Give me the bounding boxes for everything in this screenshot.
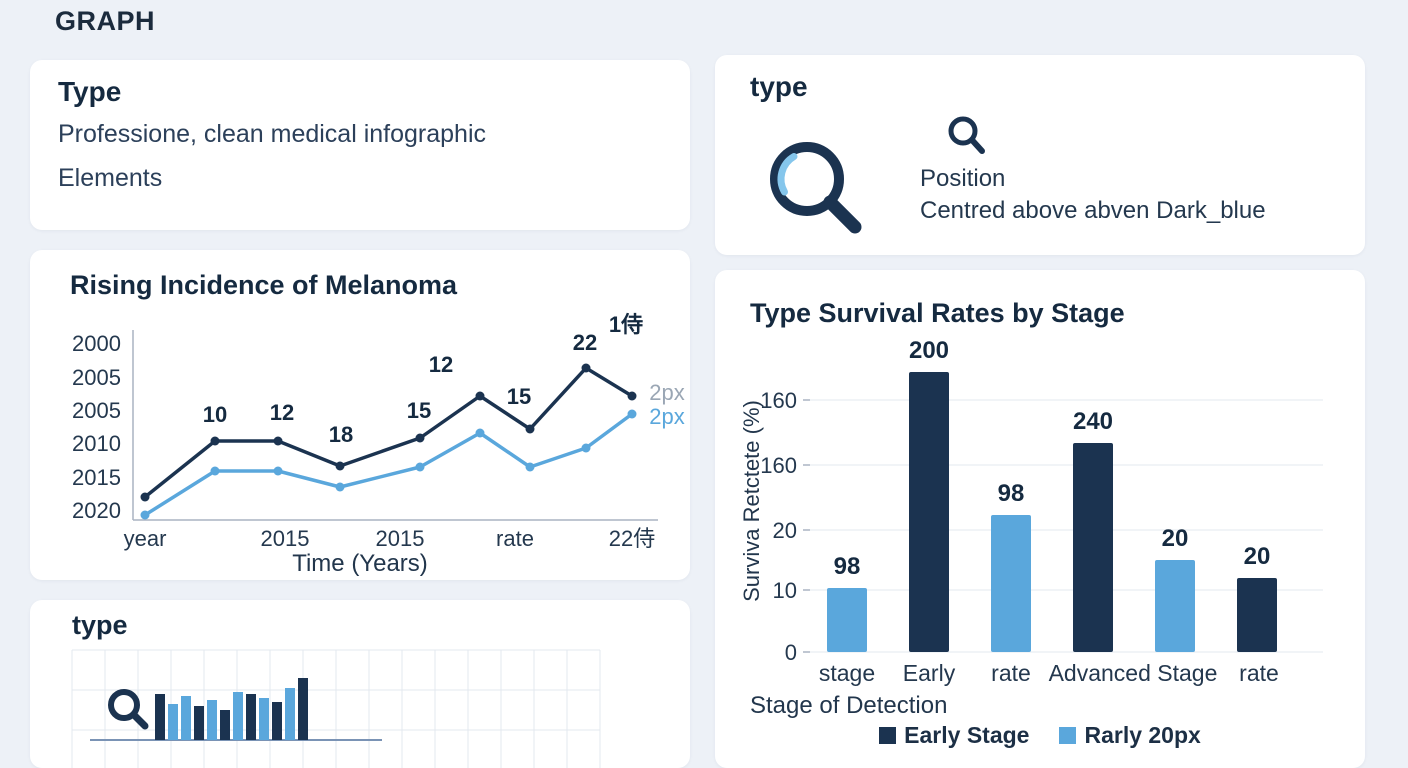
svg-text:2px: 2px xyxy=(649,380,684,405)
legend-item: Rarly 20px xyxy=(1059,722,1201,749)
mini-bar-chart xyxy=(71,649,601,768)
svg-text:15: 15 xyxy=(407,398,431,423)
svg-text:22: 22 xyxy=(573,330,597,355)
svg-text:rate: rate xyxy=(1239,660,1279,686)
legend-item: Early Stage xyxy=(879,722,1029,749)
svg-text:20: 20 xyxy=(773,518,797,543)
bar-chart-xlabel: Stage of Detection xyxy=(750,692,948,719)
legend-swatch xyxy=(879,727,897,744)
svg-text:2015: 2015 xyxy=(376,526,425,551)
svg-text:12: 12 xyxy=(429,352,453,377)
bar-chart-legend: Early Stage Rarly 20px xyxy=(715,722,1365,749)
svg-text:1侍: 1侍 xyxy=(609,312,643,337)
svg-text:98: 98 xyxy=(998,480,1025,507)
legend-swatch xyxy=(1059,727,1077,744)
svg-text:22侍: 22侍 xyxy=(609,526,655,551)
svg-text:20: 20 xyxy=(1244,543,1271,570)
svg-text:160: 160 xyxy=(760,453,797,478)
svg-text:0: 0 xyxy=(785,640,797,665)
type-card-heading: Type xyxy=(58,76,122,107)
line-chart-card: 2000 2005 2005 2010 2015 2020 year 2015 2015 rate… xyxy=(30,250,690,580)
svg-text:year: year xyxy=(124,526,167,551)
svg-text:18: 18 xyxy=(329,422,353,447)
svg-text:20: 20 xyxy=(1162,525,1189,552)
magnifier-icon xyxy=(770,142,862,234)
svg-text:2015: 2015 xyxy=(72,465,121,490)
svg-text:10: 10 xyxy=(203,402,227,427)
svg-text:10: 10 xyxy=(773,578,797,603)
svg-text:stage: stage xyxy=(819,660,875,686)
svg-text:Advanced Stage: Advanced Stage xyxy=(1049,660,1218,686)
legend-label: Early Stage xyxy=(904,722,1030,748)
line-chart-xlabel: Time (Years) xyxy=(292,550,428,577)
svg-text:98: 98 xyxy=(834,553,861,580)
type-card: Type Professione, clean medical infograp… xyxy=(30,60,690,230)
svg-text:2010: 2010 xyxy=(72,431,121,456)
position-card: type Position Centred above abven Dark_b… xyxy=(715,55,1365,255)
bar-chart: 160 160 20 10 0 98 200 98 240 20 20 stage Early rate A… xyxy=(760,337,1323,686)
bar-chart-ylabel: Surviva Retctete (%) xyxy=(739,400,764,602)
position-value: Centred above abven Dark_blue xyxy=(920,197,1266,224)
svg-text:240: 240 xyxy=(1073,408,1113,435)
svg-text:160: 160 xyxy=(760,388,797,413)
line-chart-title: Rising Incidence of Melanoma xyxy=(70,270,458,300)
bar-chart-title: Type Survival Rates by Stage xyxy=(750,298,1125,328)
svg-text:15: 15 xyxy=(507,384,531,409)
svg-text:rate: rate xyxy=(496,526,534,551)
magnifier-small-icon xyxy=(948,116,985,154)
type-card-line2: Elements xyxy=(58,164,163,192)
svg-text:12: 12 xyxy=(270,400,294,425)
svg-text:2px: 2px xyxy=(649,404,684,429)
bar-chart-card: 160 160 20 10 0 98 200 98 240 20 20 stage Early rate A… xyxy=(715,270,1365,768)
type-card-line1: Professione, clean medical infographic xyxy=(58,120,487,148)
svg-text:rate: rate xyxy=(991,660,1031,686)
position-card-heading: type xyxy=(750,71,808,102)
svg-text:2005: 2005 xyxy=(72,365,121,390)
position-label: Position xyxy=(920,165,1006,192)
magnifier-mini-icon xyxy=(108,689,149,730)
mini-chart-heading: type xyxy=(72,610,128,640)
legend-label: Rarly 20px xyxy=(1084,722,1201,748)
svg-text:200: 200 xyxy=(909,337,949,364)
svg-text:2015: 2015 xyxy=(261,526,310,551)
svg-text:Early: Early xyxy=(903,660,956,686)
page-title: GRAPH xyxy=(55,6,156,36)
mini-chart-card: type xyxy=(30,600,690,768)
svg-text:2000: 2000 xyxy=(72,331,121,356)
svg-text:2005: 2005 xyxy=(72,398,121,423)
svg-text:2020: 2020 xyxy=(72,498,121,523)
